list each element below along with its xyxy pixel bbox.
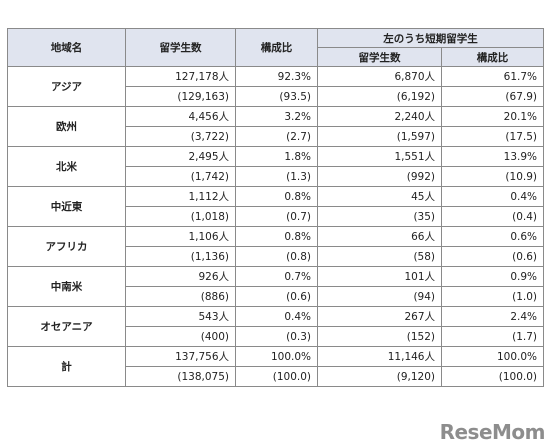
region-name: 欧州 bbox=[7, 106, 126, 147]
cell-students: 543人 bbox=[125, 306, 236, 327]
cell-prev-ratio: (2.7) bbox=[235, 126, 318, 147]
table-container: 地域名 留学生数 構成比 左のうち短期留学生 留学生数 構成比 アジア 127,1… bbox=[7, 28, 544, 387]
cell-prev-short-ratio: (10.9) bbox=[441, 166, 544, 187]
cell-students: 1,112人 bbox=[125, 186, 236, 207]
table-row-previous: (1,742) (1.3) (992) (10.9) bbox=[8, 166, 544, 187]
cell-prev-students: (138,075) bbox=[125, 366, 236, 387]
cell-prev-short-students: (152) bbox=[317, 326, 442, 347]
cell-students: 1,106人 bbox=[125, 226, 236, 247]
cell-ratio: 100.0% bbox=[235, 346, 318, 367]
cell-ratio: 0.7% bbox=[235, 266, 318, 287]
table-row: アジア 127,178人 92.3% 6,870人 61.7% bbox=[7, 66, 544, 107]
table-row: アフリカ 1,106人 0.8% 66人 0.6% bbox=[7, 226, 544, 267]
cell-ratio: 1.8% bbox=[235, 146, 318, 167]
region-name: アジア bbox=[7, 66, 126, 107]
header-ratio: 構成比 bbox=[235, 28, 318, 67]
cell-short-students: 45人 bbox=[317, 186, 442, 207]
cell-prev-short-ratio: (1.7) bbox=[441, 326, 544, 347]
cell-prev-ratio: (0.3) bbox=[235, 326, 318, 347]
region-name: 中南米 bbox=[7, 266, 126, 307]
cell-short-ratio: 0.9% bbox=[441, 266, 544, 287]
cell-short-ratio: 100.0% bbox=[441, 346, 544, 367]
cell-prev-short-students: (6,192) bbox=[317, 86, 442, 107]
watermark-text: ReseMom bbox=[439, 420, 546, 444]
cell-prev-students: (129,163) bbox=[125, 86, 236, 107]
cell-prev-short-students: (58) bbox=[317, 246, 442, 267]
cell-prev-short-ratio: (100.0) bbox=[441, 366, 544, 387]
cell-prev-students: (3,722) bbox=[125, 126, 236, 147]
cell-short-ratio: 13.9% bbox=[441, 146, 544, 167]
header-students: 留学生数 bbox=[125, 28, 236, 67]
cell-short-students: 66人 bbox=[317, 226, 442, 247]
cell-prev-students: (1,136) bbox=[125, 246, 236, 267]
cell-ratio: 0.4% bbox=[235, 306, 318, 327]
cell-ratio: 0.8% bbox=[235, 226, 318, 247]
cell-prev-short-ratio: (0.4) bbox=[441, 206, 544, 227]
region-name: オセアニア bbox=[7, 306, 126, 347]
header-region: 地域名 bbox=[7, 28, 126, 67]
table-row: 中近東 1,112人 0.8% 45人 0.4% bbox=[7, 186, 544, 227]
region-name: 計 bbox=[7, 346, 126, 387]
cell-prev-short-ratio: (67.9) bbox=[441, 86, 544, 107]
table-row: 欧州 4,456人 3.2% 2,240人 20.1% bbox=[7, 106, 544, 147]
cell-prev-short-students: (9,120) bbox=[317, 366, 442, 387]
table-row-previous: (400) (0.3) (152) (1.7) bbox=[8, 326, 544, 347]
table-row-previous: (886) (0.6) (94) (1.0) bbox=[8, 286, 544, 307]
cell-prev-short-students: (1,597) bbox=[317, 126, 442, 147]
cell-prev-short-students: (94) bbox=[317, 286, 442, 307]
cell-prev-short-students: (35) bbox=[317, 206, 442, 227]
cell-students: 137,756人 bbox=[125, 346, 236, 367]
cell-prev-students: (886) bbox=[125, 286, 236, 307]
cell-students: 4,456人 bbox=[125, 106, 236, 127]
cell-short-students: 101人 bbox=[317, 266, 442, 287]
cell-prev-short-ratio: (17.5) bbox=[441, 126, 544, 147]
cell-students: 127,178人 bbox=[125, 66, 236, 87]
region-name: アフリカ bbox=[7, 226, 126, 267]
cell-ratio: 92.3% bbox=[235, 66, 318, 87]
table-row-previous: (138,075) (100.0) (9,120) (100.0) bbox=[8, 366, 544, 387]
cell-short-ratio: 0.6% bbox=[441, 226, 544, 247]
table-row: 中南米 926人 0.7% 101人 0.9% bbox=[7, 266, 544, 307]
cell-short-ratio: 61.7% bbox=[441, 66, 544, 87]
cell-short-students: 11,146人 bbox=[317, 346, 442, 367]
header-short-students: 留学生数 bbox=[317, 47, 442, 67]
region-name: 中近東 bbox=[7, 186, 126, 227]
watermark-logo: ReseMom bbox=[439, 420, 546, 444]
table-row: 北米 2,495人 1.8% 1,551人 13.9% bbox=[7, 146, 544, 187]
students-by-region-table: 地域名 留学生数 構成比 左のうち短期留学生 留学生数 構成比 アジア 127,1… bbox=[7, 28, 544, 387]
cell-prev-ratio: (93.5) bbox=[235, 86, 318, 107]
cell-short-students: 6,870人 bbox=[317, 66, 442, 87]
cell-prev-students: (400) bbox=[125, 326, 236, 347]
cell-prev-ratio: (1.3) bbox=[235, 166, 318, 187]
cell-prev-ratio: (0.8) bbox=[235, 246, 318, 267]
table-body: アジア 127,178人 92.3% 6,870人 61.7% (129,163) (93.… bbox=[7, 66, 544, 387]
cell-prev-ratio: (0.6) bbox=[235, 286, 318, 307]
cell-prev-students: (1,742) bbox=[125, 166, 236, 187]
cell-short-students: 1,551人 bbox=[317, 146, 442, 167]
cell-prev-ratio: (0.7) bbox=[235, 206, 318, 227]
cell-prev-short-students: (992) bbox=[317, 166, 442, 187]
cell-short-students: 267人 bbox=[317, 306, 442, 327]
table-row-previous: (1,018) (0.7) (35) (0.4) bbox=[8, 206, 544, 227]
cell-prev-short-ratio: (0.6) bbox=[441, 246, 544, 267]
cell-prev-ratio: (100.0) bbox=[235, 366, 318, 387]
cell-short-students: 2,240人 bbox=[317, 106, 442, 127]
cell-ratio: 0.8% bbox=[235, 186, 318, 207]
cell-short-ratio: 2.4% bbox=[441, 306, 544, 327]
header-short-term-group: 左のうち短期留学生 bbox=[317, 28, 544, 48]
cell-short-ratio: 0.4% bbox=[441, 186, 544, 207]
cell-prev-students: (1,018) bbox=[125, 206, 236, 227]
table-row: 計 137,756人 100.0% 11,146人 100.0% bbox=[7, 346, 544, 387]
cell-students: 2,495人 bbox=[125, 146, 236, 167]
table-row: オセアニア 543人 0.4% 267人 2.4% bbox=[7, 306, 544, 347]
header-short-ratio: 構成比 bbox=[441, 47, 544, 67]
table-row-previous: (1,136) (0.8) (58) (0.6) bbox=[8, 246, 544, 267]
cell-short-ratio: 20.1% bbox=[441, 106, 544, 127]
cell-prev-short-ratio: (1.0) bbox=[441, 286, 544, 307]
cell-ratio: 3.2% bbox=[235, 106, 318, 127]
cell-students: 926人 bbox=[125, 266, 236, 287]
region-name: 北米 bbox=[7, 146, 126, 187]
